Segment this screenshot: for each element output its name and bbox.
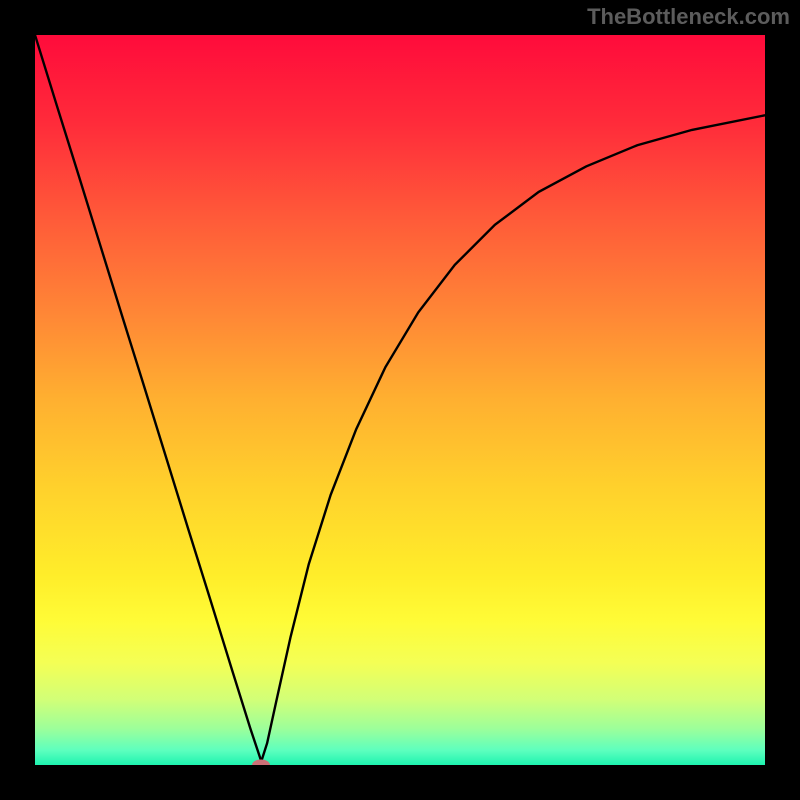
plot-area <box>35 35 765 765</box>
curve-left-branch <box>35 35 261 761</box>
curve-layer <box>35 35 765 765</box>
curve-right-branch <box>261 115 765 761</box>
watermark-text: TheBottleneck.com <box>587 4 790 30</box>
minimum-marker <box>252 760 270 766</box>
